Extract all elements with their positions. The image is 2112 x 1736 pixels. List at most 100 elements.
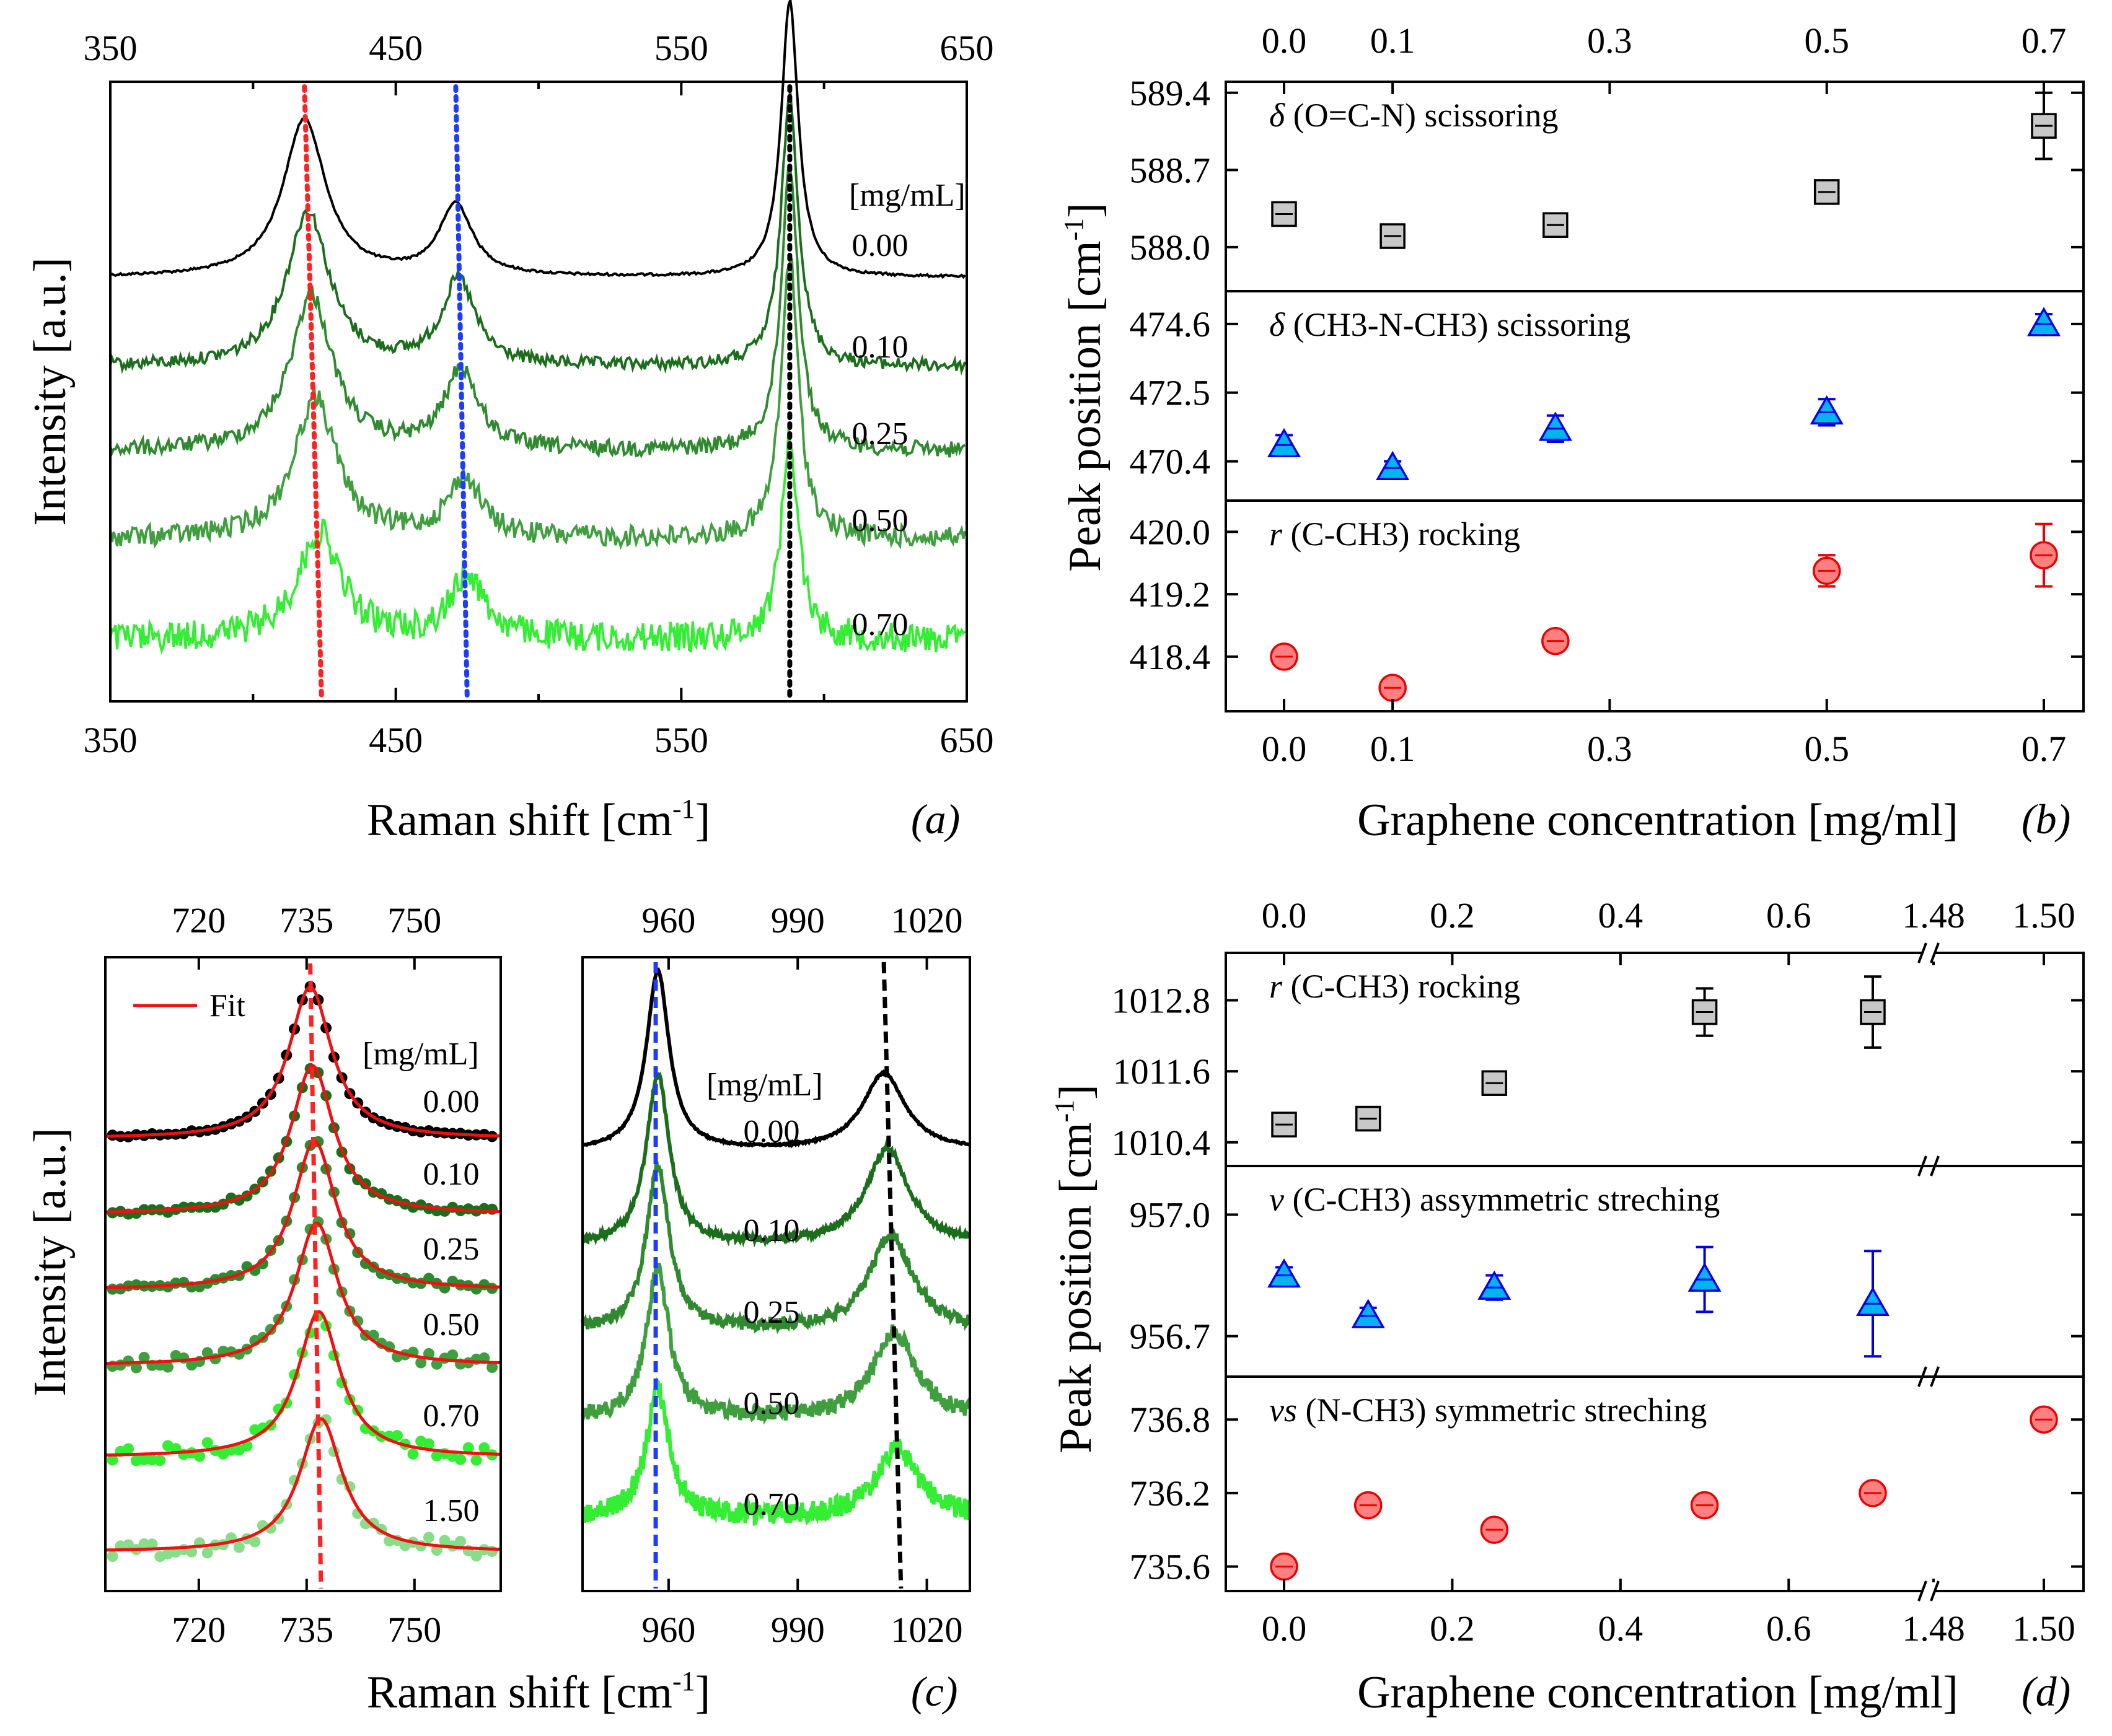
panel-c-right-plot: 960 960 990 990 1020 1020 [mg/mL] 0.00 0.10 0.25 0… xyxy=(581,900,971,1650)
mode-symbol: ν xyxy=(1269,1181,1292,1218)
c-point xyxy=(415,1357,427,1369)
d-ytick-label: 736.2 xyxy=(1130,1473,1211,1514)
mode-name: (O=C-N) scissoring xyxy=(1293,97,1559,134)
c-right-conc-0.00: 0.00 xyxy=(744,1114,800,1149)
b-ytick-label: 474.6 xyxy=(1130,304,1211,344)
panel-b-label: (b) xyxy=(2022,796,2070,843)
b-subplot-title: δ (O=C-N) scissoring xyxy=(1269,97,1559,134)
c-right-legend-title: [mg/mL] xyxy=(706,1067,823,1103)
c-point xyxy=(320,1414,332,1426)
c-left-xtick-label-top: 750 xyxy=(387,900,441,940)
panel-a-spectra xyxy=(109,0,967,655)
b-xtick-label-bottom: 0.3 xyxy=(1587,729,1632,769)
c-left-conc-0.10: 0.10 xyxy=(423,1157,480,1192)
c-point xyxy=(138,1454,150,1465)
peak-line-471 xyxy=(453,84,470,701)
c-point xyxy=(138,1538,150,1550)
panel-c-xlabel-text: Raman shift [cm xyxy=(367,1667,672,1718)
mode-symbol: r xyxy=(1269,515,1291,553)
c-point xyxy=(146,1538,158,1550)
c-point xyxy=(146,1454,158,1466)
panel-c-xlabel-sup: -1 xyxy=(672,1666,695,1696)
c-point xyxy=(431,1358,442,1370)
b-point-1-4 xyxy=(2026,307,2061,336)
spectrum-0.25 xyxy=(109,164,966,458)
b-xtick-label-bottom: 0.7 xyxy=(2022,729,2067,769)
mode-symbol: δ xyxy=(1269,97,1293,134)
panel-a-frame xyxy=(109,81,968,703)
panel-b-ylabel-end: ] xyxy=(1060,203,1111,218)
panel-b: 589.4 588.7 588.0 δ (O=C-N) scissoring 474.6… xyxy=(1058,20,2085,846)
c-right-conc-0.25: 0.25 xyxy=(744,1295,800,1330)
c-right-xtick-label-top: 1020 xyxy=(891,900,963,940)
panel-b-ylabel-sup: -1 xyxy=(1058,218,1089,241)
c-point xyxy=(455,1535,466,1547)
c-right-conc-0.10: 0.10 xyxy=(744,1213,800,1248)
panel-d-xlabel: Graphene concentration [mg/ml] xyxy=(1357,1667,1958,1718)
panel-a-legend-title: [mg/mL] xyxy=(849,178,966,213)
d-xtick-label-bottom: 0.0 xyxy=(1262,1608,1307,1649)
d-axis-break xyxy=(1917,1580,1927,1602)
c-point xyxy=(130,1362,142,1374)
fit-curve-0.50 xyxy=(105,1221,501,1366)
fit-curve-0.25 xyxy=(105,1139,501,1289)
d-ytick-label: 1011.6 xyxy=(1113,1051,1210,1092)
c-right-xtick-label: 1020 xyxy=(891,1610,963,1650)
d-point-1-3 xyxy=(1687,1262,1722,1292)
panel-c-xlabel: Raman shift [cm-1] xyxy=(367,1666,711,1718)
panel-d: 1012.8 1011.6 1010.4 r (C-CH3) rocking 957.0… xyxy=(1049,895,2085,1718)
mode-symbol: δ xyxy=(1269,306,1293,343)
panel-a-label: (a) xyxy=(911,796,960,843)
c-point xyxy=(138,1351,150,1363)
b-ytick-label: 470.4 xyxy=(1130,442,1211,482)
d-ytick-label: 1010.4 xyxy=(1112,1123,1211,1163)
d-subplot-frame xyxy=(1225,1375,2085,1592)
c-point xyxy=(423,1532,434,1543)
c-left-conc-0.25: 0.25 xyxy=(423,1232,480,1267)
fit-curve-0.70 xyxy=(105,1310,501,1457)
d-xtick-label-top: 0.4 xyxy=(1598,895,1643,936)
d-xtick-label-bottom: 1.50 xyxy=(2012,1608,2075,1649)
panel-a: 350 350 450 450 550 550 650 650 [mg/mL] 0.00 0.1… xyxy=(25,0,994,846)
d-axis-break xyxy=(1930,1366,1940,1387)
fit-curve-0.00 xyxy=(105,985,501,1138)
d-ytick-label: 735.6 xyxy=(1130,1546,1211,1587)
d-point-1-4 xyxy=(1855,1286,1890,1317)
panel-a-xlabel-text: Raman shift [cm xyxy=(367,795,672,846)
d-axis-break xyxy=(1917,942,1927,963)
c-point xyxy=(123,1443,134,1455)
d-xtick-label-bottom: 0.6 xyxy=(1766,1608,1811,1649)
panel-b-ylabel-text: Peak position [cm xyxy=(1060,240,1111,571)
fit-curve-0.10 xyxy=(105,1064,501,1214)
panel-d-ylabel-end: ] xyxy=(1050,1084,1101,1100)
c-point xyxy=(462,1442,474,1453)
spectrum-0.70 xyxy=(109,429,966,655)
b-xtick-label-bottom: 0.0 xyxy=(1262,729,1307,769)
b-xtick-label-top: 0.7 xyxy=(2022,20,2067,61)
spectrum-0.10 xyxy=(109,92,967,376)
mode-name: (C-CH3) assymmetric streching xyxy=(1292,1181,1720,1218)
d-subplot-title: ν (C-CH3) assymmetric streching xyxy=(1269,1181,1720,1218)
b-xtick-label-top: 0.5 xyxy=(1804,20,1849,61)
b-xtick-label-top: 0.0 xyxy=(1262,20,1307,61)
c-left-conc-0.50: 0.50 xyxy=(423,1307,480,1343)
panel-b-xlabel: Graphene concentration [mg/ml] xyxy=(1357,795,1958,846)
panel-a-xlabel-sup: -1 xyxy=(672,794,695,824)
c-right-conc-0.70: 0.70 xyxy=(744,1487,800,1522)
b-ytick-label: 420.0 xyxy=(1130,512,1211,552)
mode-name: (CH3-N-CH3) scissoring xyxy=(1293,306,1630,343)
c-right-xtick-label: 960 xyxy=(641,1610,695,1650)
c-left-xtick-label: 720 xyxy=(172,1610,226,1650)
panel-d-label: (d) xyxy=(2022,1668,2070,1715)
d-subplot-title: νs (N-CH3) symmetric streching xyxy=(1269,1392,1707,1429)
c-right-spectrum-0.10 xyxy=(581,1071,971,1248)
a-top-tick-label: 550 xyxy=(654,28,708,68)
a-top-tick-label: 450 xyxy=(369,28,423,68)
c-point xyxy=(478,1442,490,1453)
d-xtick-label-bottom: 0.2 xyxy=(1430,1608,1475,1649)
c-point xyxy=(249,1536,261,1548)
c-left-xtick-label: 750 xyxy=(387,1610,441,1650)
a-top-tick-label: 350 xyxy=(84,28,138,68)
b-xtick-label-bottom: 0.5 xyxy=(1804,729,1849,769)
c-right-spectrum-0.25 xyxy=(581,1161,970,1335)
